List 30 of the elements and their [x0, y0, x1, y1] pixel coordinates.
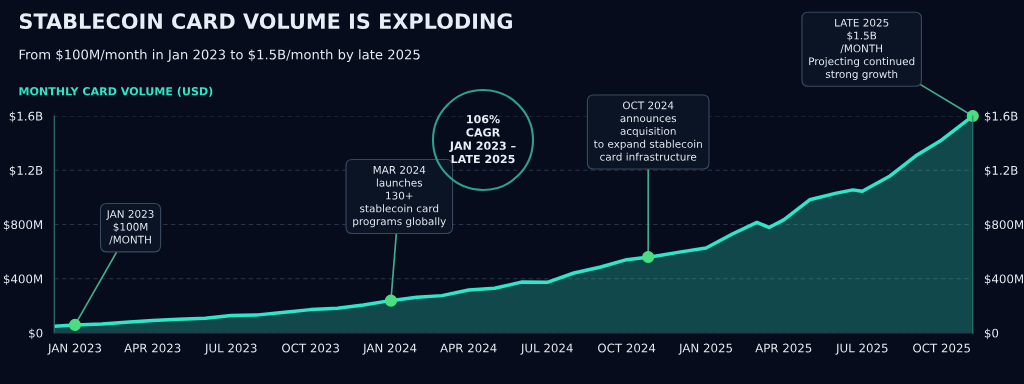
x-tick-label: JUL 2025 [835, 343, 888, 355]
chart-title: STABLECOIN CARD VOLUME IS EXPLODING [19, 13, 512, 30]
y2-tick-label: $400M [984, 274, 1023, 285]
y-tick-label: $1.2B [9, 165, 43, 177]
x-tick-label: JUL 2024 [520, 343, 573, 355]
y2-tick-label: $1.6B [984, 111, 1018, 123]
y-tick-label: $400M [3, 274, 43, 285]
chart-subtitle: From $100M/month in Jan 2023 to $1.5B/month by late 2025 [19, 49, 420, 63]
x-tick-label: OCT 2025 [913, 343, 970, 353]
y-tick-label: $0 [29, 328, 43, 340]
y2-tick-label: $0 [984, 328, 999, 340]
x-tick-label: OCT 2023 [282, 343, 339, 353]
y-axis-title: MONTHLY CARD VOLUME (USD) [19, 86, 213, 97]
y2-tick-label: $1.2B [984, 165, 1018, 177]
annotation: MAR 2024 launches 130+ stablecoin card programs globally [353, 165, 446, 228]
y-tick-label: $800M [3, 219, 43, 231]
y-tick-label: $1.6B [9, 111, 43, 123]
annotation: OCT 2024 announces acquisition to expand stablecoin card infrastructure [593, 101, 702, 161]
x-tick-label: APR 2024 [440, 343, 497, 353]
x-tick-label: JUL 2023 [204, 343, 257, 355]
x-tick-label: JAN 2025 [678, 343, 732, 355]
x-tick-label: APR 2023 [124, 343, 181, 353]
annotation: LATE 2025 $1.5B /MONTH Projecting continued strong growth [809, 18, 915, 81]
annotation: 106% CAGR JAN 2023 – LATE 2025 [449, 114, 516, 164]
x-tick-label: OCT 2024 [598, 343, 656, 353]
annotation: JAN 2023 $100M /MONTH [106, 210, 154, 245]
x-tick-label: JAN 2023 [47, 343, 102, 355]
y2-tick-label: $800M [984, 219, 1023, 231]
x-tick-label: APR 2025 [755, 343, 812, 353]
x-tick-label: JAN 2024 [362, 343, 417, 355]
